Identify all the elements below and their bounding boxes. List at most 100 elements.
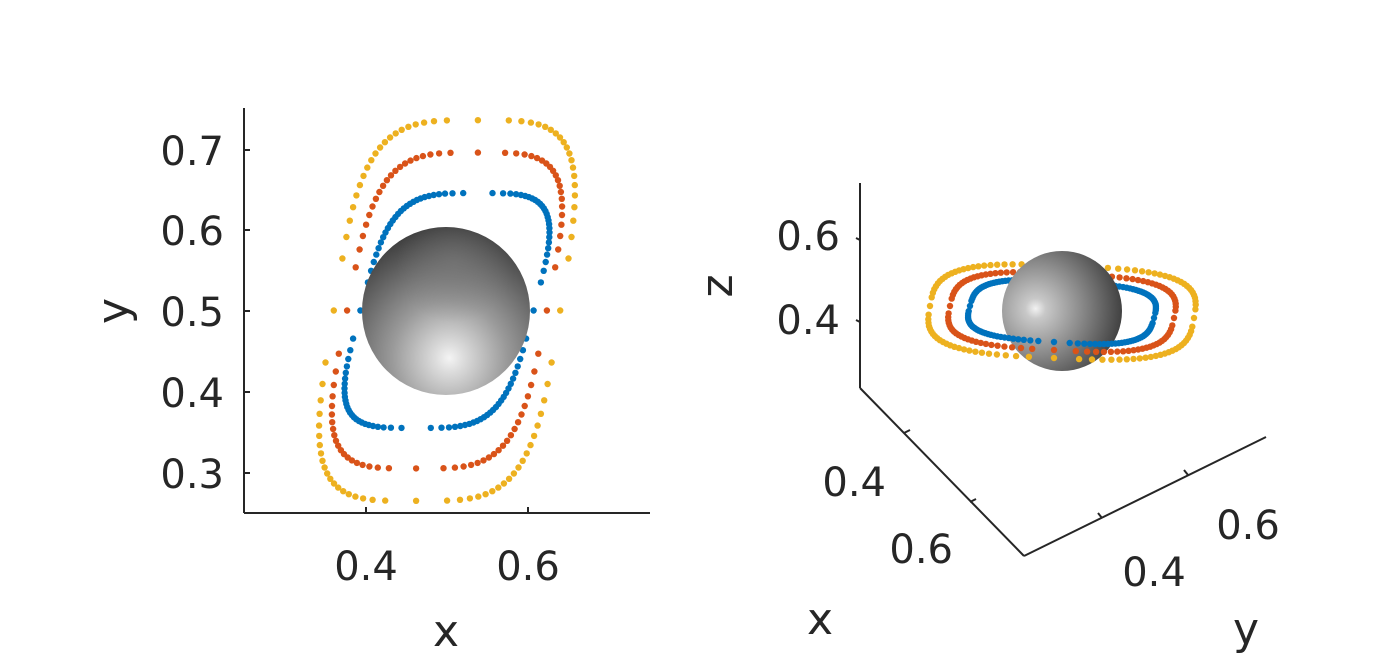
- left-series-0-point-3: [542, 258, 549, 266]
- left-series-1-point-38: [362, 221, 370, 228]
- right-series-2-point-19: [1123, 356, 1131, 363]
- right-series-2-point-71: [1009, 261, 1016, 268]
- left-series-1-point-81: [527, 381, 535, 389]
- left-series-1-point-3: [557, 232, 564, 240]
- left-series-2-point-40: [343, 233, 350, 241]
- right-series-1-point-67: [1009, 269, 1017, 276]
- left-series-2-point-62: [382, 497, 389, 504]
- right-series-1-point-28: [1001, 343, 1008, 350]
- left-series-1-point-40: [356, 246, 363, 253]
- left-series-1-point-47: [328, 402, 336, 410]
- right-series-2-point-27: [1012, 352, 1020, 360]
- left-y-tick-label-0: 0.3: [160, 452, 224, 498]
- left-series-1-point-23: [435, 150, 443, 157]
- left-series-1-point-24: [427, 151, 434, 158]
- left-series-2-point-6: [571, 181, 578, 189]
- left-axes: [243, 108, 650, 514]
- left-series-2-point-73: [510, 470, 518, 477]
- right-series-2-point-64: [964, 264, 972, 272]
- left-series-1-point-30: [392, 167, 399, 174]
- left-series-2-point-2: [568, 233, 575, 241]
- right-series-2-point-14: [1152, 352, 1160, 360]
- right-x-axis-line: [859, 387, 1025, 557]
- right-tick-labels: 0.4 0.6 0.4 0.6 0.4 0.6: [776, 214, 1279, 596]
- left-series-1-point-18: [521, 151, 528, 158]
- left-y-tick-label-1: 0.4: [160, 371, 224, 417]
- right-series-0-point-0: [1150, 314, 1158, 322]
- left-tick-labels: 0.4 0.6 0.3 0.4 0.5 0.6 0.7: [160, 129, 559, 590]
- left-series-2-point-16: [542, 123, 549, 130]
- left-series-1-point-83: [535, 350, 542, 357]
- left-series-0-point-84: [438, 424, 445, 431]
- left-series-1-point-60: [366, 463, 373, 470]
- left-series-1-point-29: [396, 163, 404, 171]
- right-x-tick-label-0: 0.4: [822, 460, 886, 506]
- left-series-1-point-26: [413, 154, 420, 162]
- left-series-2-point-14: [552, 130, 559, 137]
- left-series-2-point-56: [335, 484, 342, 491]
- right-series-2-point-31: [978, 349, 986, 356]
- left-series-0-point-23: [517, 191, 525, 199]
- left-series-2-point-69: [489, 488, 496, 495]
- right-series-1-point-78: [1129, 275, 1136, 283]
- left-series-2-point-7: [571, 172, 578, 180]
- right-series-2-point-65: [969, 263, 977, 271]
- left-x-tick-label-1: 0.6: [496, 544, 560, 590]
- left-series-2-point-47: [315, 422, 323, 429]
- left-series-1-point-51: [331, 432, 338, 439]
- left-series-0-point-105: [512, 369, 519, 376]
- left-series-1-point-20: [501, 149, 509, 156]
- left-series-0-point-24: [512, 191, 520, 198]
- left-series-0-point-27: [489, 189, 496, 197]
- left-series-2-point-78: [530, 432, 538, 440]
- right-series-2-point-49: [925, 311, 932, 318]
- left-series-2-point-61: [369, 496, 376, 503]
- left-series-1-point-5: [558, 211, 566, 219]
- left-series-2-point-27: [398, 126, 405, 133]
- left-series-0-point-28: [460, 189, 467, 197]
- left-series-0-point-80: [380, 424, 387, 431]
- left-series-2-point-67: [475, 493, 482, 500]
- left-series-0-point-50: [375, 245, 382, 252]
- right-series-2-point-68: [987, 261, 994, 269]
- right-series-0-point-30: [1050, 338, 1058, 346]
- right-y-tick-label-0: 0.4: [1122, 550, 1186, 596]
- left-series-2-point-43: [322, 359, 329, 366]
- left-series-2-point-72: [505, 475, 513, 482]
- right-series-0-point-32: [1027, 337, 1034, 344]
- left-series-1-point-73: [499, 442, 507, 449]
- right-series-1-point-77: [1123, 275, 1130, 282]
- right-series-2-point-28: [1002, 352, 1009, 359]
- right-series-1-point-22: [1083, 348, 1091, 355]
- right-series-2-point-84: [1156, 271, 1164, 278]
- left-series-2-point-35: [360, 172, 367, 180]
- right-series-2-point-82: [1145, 269, 1152, 276]
- right-series-2-point-32: [972, 348, 979, 355]
- right-y-tick-1: [1183, 469, 1189, 476]
- right-series-0-point-33: [1020, 336, 1027, 343]
- left-series-2-point-65: [456, 496, 464, 503]
- left-series-1-point-66: [460, 463, 467, 470]
- right-series-2-point-70: [1001, 261, 1008, 268]
- right-y-axis-label: y: [1233, 604, 1259, 655]
- left-series-1-point-50: [329, 425, 337, 433]
- right-series-1-point-21: [1092, 348, 1100, 355]
- left-series-0-point-104: [509, 375, 517, 382]
- left-series-2-point-52: [321, 464, 328, 471]
- left-series-1-point-79: [521, 402, 528, 410]
- right-series-1-point-30: [988, 341, 995, 349]
- left-series-1-point-10: [554, 177, 562, 184]
- right-series-1-point-31: [982, 340, 990, 348]
- right-series-2-point-15: [1147, 353, 1155, 361]
- left-dot-series: [315, 117, 579, 504]
- right-series-0-point-27: [1081, 340, 1088, 347]
- left-series-0-point-29: [449, 190, 456, 197]
- right-series-2-point-33: [966, 347, 973, 354]
- left-series-2-point-82: [544, 380, 551, 388]
- left-series-1-point-35: [372, 195, 380, 202]
- right-series-2-point-69: [994, 261, 1001, 268]
- right-series-1-point-64: [992, 270, 999, 277]
- left-series-2-point-10: [566, 150, 573, 157]
- left-series-2-point-38: [349, 204, 357, 211]
- right-x-tick-1: [969, 498, 977, 503]
